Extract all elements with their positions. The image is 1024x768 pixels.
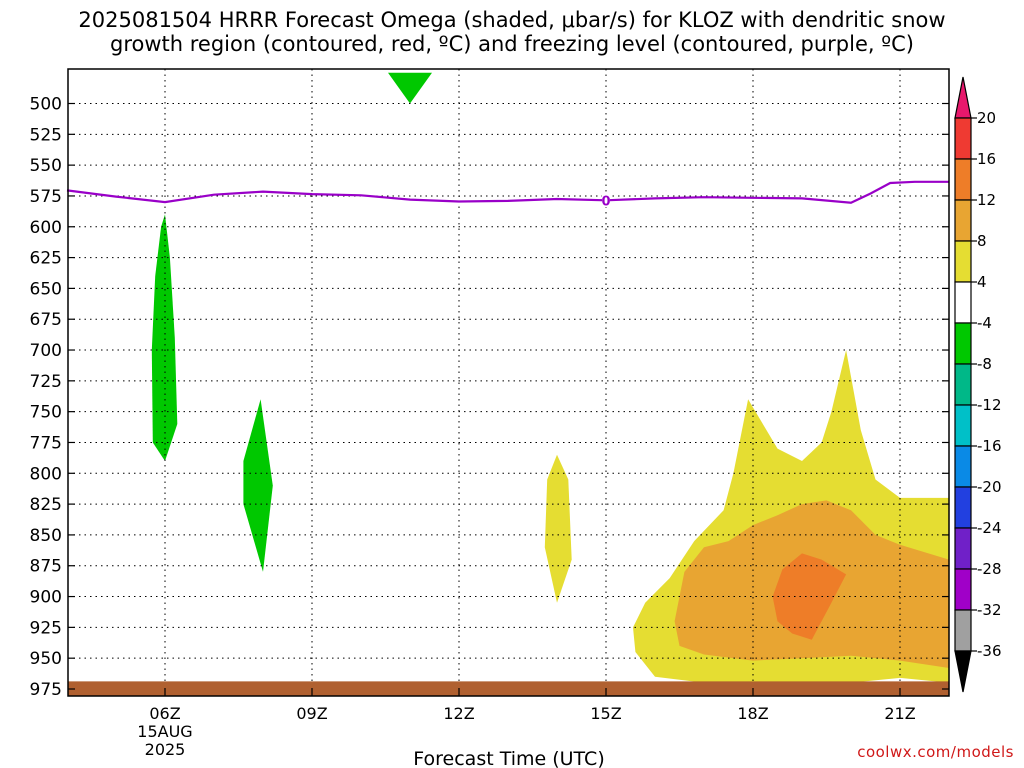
- y-tick-label: 600: [30, 218, 62, 238]
- x-tick-label: 12Z: [443, 704, 474, 723]
- y-axis: 500 525 550 575 600 625 650 675 700 725 750 775 800 8…: [30, 95, 949, 700]
- y-tick-label: 500: [30, 95, 62, 115]
- colorbar-label: 4: [977, 273, 987, 291]
- y-tick-label: 800: [30, 464, 62, 484]
- y-tick-label: 975: [30, 680, 62, 700]
- chart-title-line-1: 2025081504 HRRR Forecast Omega (shaded, …: [78, 8, 946, 32]
- colorbar-label: 12: [977, 191, 996, 209]
- colorbar-band: [954, 363, 972, 406]
- y-tick-label: 550: [30, 156, 62, 176]
- y-tick-label: 750: [30, 403, 62, 423]
- x-tick-date: 15AUG: [137, 722, 192, 741]
- x-tick-label: 21Z: [884, 704, 915, 723]
- x-tick-label: 09Z: [296, 704, 327, 723]
- colorbar-label: 8: [977, 232, 987, 250]
- freezing-label-bg: [602, 193, 610, 208]
- y-tick-label: 525: [30, 125, 62, 145]
- omega-region-descent-0600: [151, 214, 178, 461]
- omega-region-descent-0800: [243, 399, 273, 572]
- colorbar-band: [954, 568, 972, 611]
- y-tick-label: 625: [30, 249, 62, 269]
- colorbar-band: [954, 486, 972, 529]
- colorbar-band: [954, 609, 972, 652]
- colorbar-label: -12: [977, 396, 1002, 414]
- y-tick-label: 875: [30, 557, 62, 577]
- x-tick-label: 18Z: [737, 704, 768, 723]
- omega-region-ascent-core: [772, 553, 847, 640]
- x-tick-year: 2025: [145, 740, 186, 759]
- surface-layer: [68, 681, 949, 696]
- omega-region-descent-1100: [388, 72, 432, 104]
- y-tick-label: 775: [30, 433, 62, 453]
- plot-frame: [67, 68, 950, 697]
- y-tick-label: 725: [30, 372, 62, 392]
- colorbar-label: -4: [977, 314, 992, 332]
- colorbar-band: [954, 199, 972, 242]
- y-tick-label: 575: [30, 187, 62, 207]
- colorbar-label: -24: [977, 519, 1002, 537]
- colorbar-label: 16: [977, 150, 996, 168]
- colorbar-label: -36: [977, 642, 1002, 660]
- colorbar-label: -28: [977, 560, 1002, 578]
- credit-text: coolwx.com/models: [857, 743, 1014, 761]
- colorbar: 20 16 12 8 4 -4 -8 -12 -16 -20 -24 -28 -32 -36: [954, 76, 1002, 693]
- colorbar-label: 20: [977, 109, 996, 127]
- colorbar-band: [954, 445, 972, 488]
- colorbar-label: -8: [977, 355, 992, 373]
- surface-strip: [68, 681, 949, 696]
- x-tick-label: 15Z: [590, 704, 621, 723]
- x-axis-title: Forecast Time (UTC): [413, 748, 604, 768]
- colorbar-band: [954, 158, 972, 201]
- omega-region-ascent-1400: [544, 454, 572, 603]
- colorbar-band: [954, 404, 972, 447]
- y-tick-label: 850: [30, 526, 62, 546]
- colorbar-band: [954, 527, 972, 570]
- freezing-level-layer: 0: [66, 180, 949, 209]
- chart-title-line-2: growth region (contoured, red, ºC) and f…: [110, 32, 914, 56]
- x-tick-label: 06Z: [149, 704, 180, 723]
- freezing-level-line: [66, 180, 949, 204]
- y-tick-label: 650: [30, 279, 62, 299]
- colorbar-bottom-arrow: [954, 650, 972, 693]
- omega-shading-layer: [151, 72, 949, 686]
- colorbar-band: [954, 281, 972, 324]
- colorbar-band: [954, 117, 972, 160]
- colorbar-label: -20: [977, 478, 1002, 496]
- freezing-level-label: 0: [601, 194, 610, 209]
- colorbar-top-arrow: [954, 76, 972, 119]
- y-tick-label: 925: [30, 618, 62, 638]
- y-tick-label: 700: [30, 341, 62, 361]
- y-tick-label: 825: [30, 495, 62, 515]
- colorbar-label: -16: [977, 437, 1002, 455]
- y-tick-label: 950: [30, 649, 62, 669]
- y-tick-label: 675: [30, 310, 62, 330]
- colorbar-band: [954, 322, 972, 365]
- y-tick-label: 900: [30, 588, 62, 608]
- colorbar-label: -32: [977, 601, 1002, 619]
- colorbar-band: [954, 240, 972, 283]
